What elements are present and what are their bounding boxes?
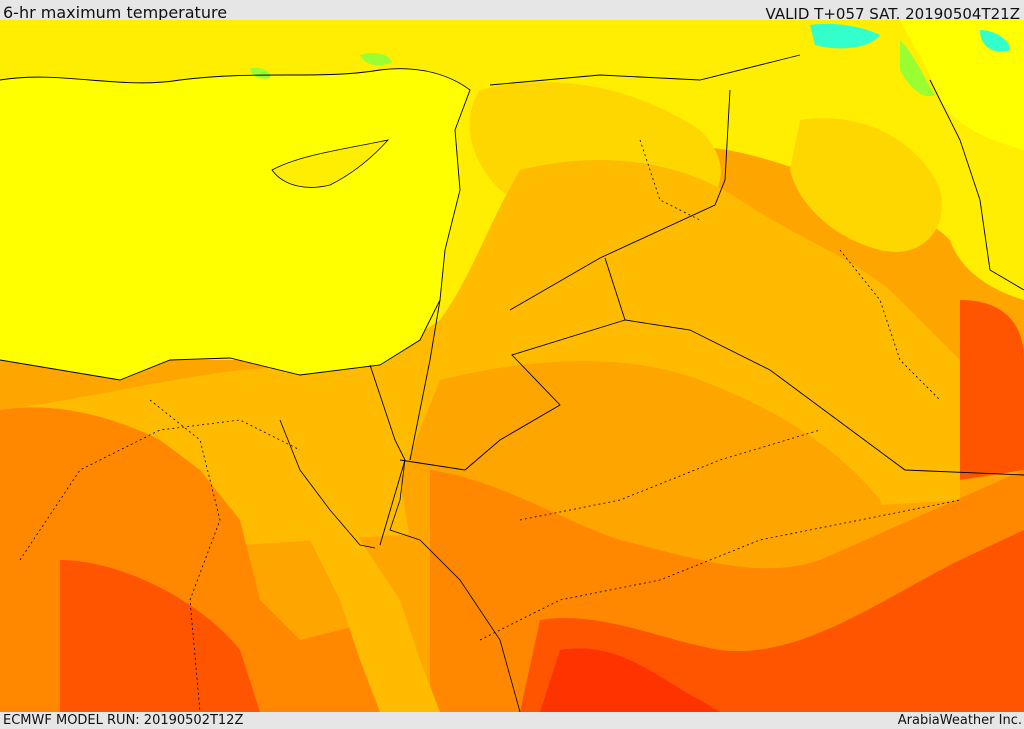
egypt-south-hot xyxy=(60,560,260,712)
model-run: ECMWF MODEL RUN: 20190502T12Z xyxy=(3,713,244,728)
coastline xyxy=(0,68,471,381)
green-patch-3 xyxy=(250,67,271,79)
green-patch-1 xyxy=(900,40,935,97)
arabia-very-hot-zone xyxy=(520,530,1024,712)
valid-time: VALID T+057 SAT. 20190504T21Z xyxy=(765,5,1020,23)
green-patch-2 xyxy=(360,52,392,66)
gulf-hot-zone xyxy=(960,300,1024,480)
temperature-map[interactable] xyxy=(0,20,1024,712)
cyan-patch-2 xyxy=(980,30,1010,52)
cyan-patch xyxy=(810,23,880,49)
gold-patch-iraq xyxy=(790,118,942,252)
internal-boundaries xyxy=(19,139,961,712)
caucasus-yellow xyxy=(800,20,1024,150)
header-bar: 6-hr maximum temperature VALID T+057 SAT… xyxy=(0,0,1024,23)
gulf-coastlines xyxy=(279,419,521,712)
arabia-red-core xyxy=(540,648,720,712)
borders xyxy=(369,54,1024,546)
credit-label: ArabiaWeather Inc. xyxy=(897,713,1022,728)
cyprus-island xyxy=(271,139,390,188)
footer-bar: ECMWF MODEL RUN: 20190502T12Z ArabiaWeat… xyxy=(0,712,1024,729)
map-title: 6-hr maximum temperature xyxy=(3,3,228,22)
red-sea xyxy=(280,420,440,712)
mediterranean-sea xyxy=(0,68,470,381)
